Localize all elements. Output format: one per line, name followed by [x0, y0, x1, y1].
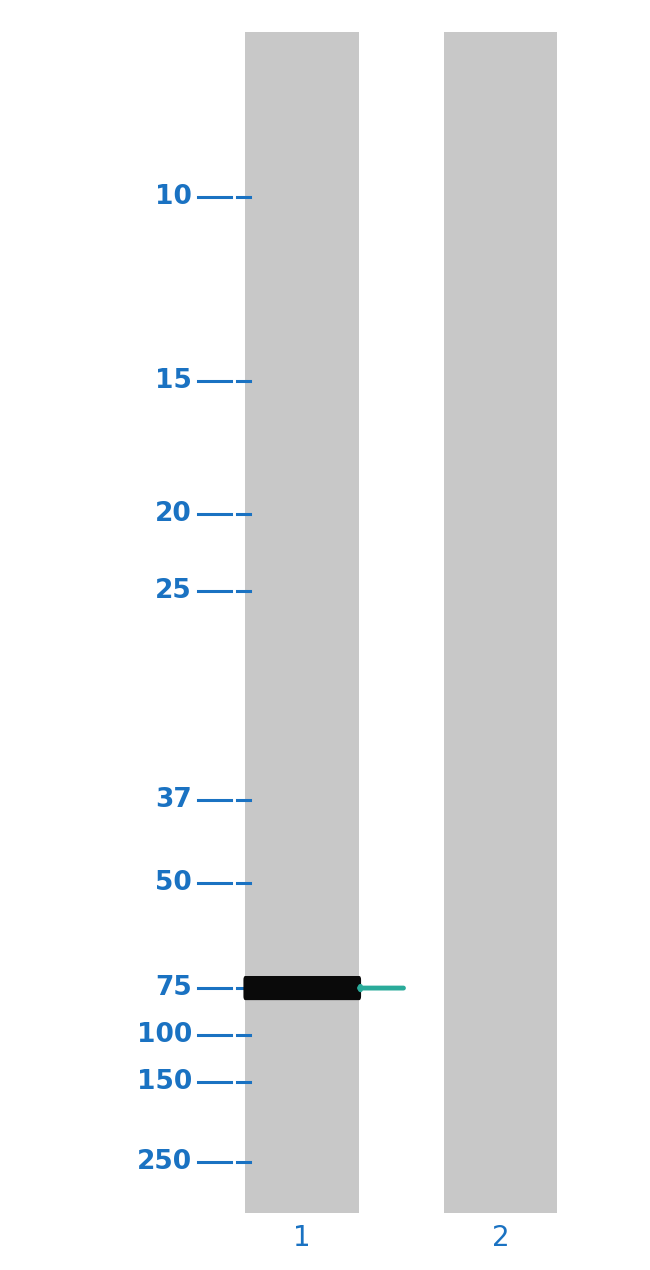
Text: 20: 20: [155, 502, 192, 527]
Text: 50: 50: [155, 870, 192, 895]
Bar: [246, 32, 359, 1213]
Text: 15: 15: [155, 368, 192, 394]
Text: 25: 25: [155, 578, 192, 603]
Bar: [443, 32, 558, 1213]
Text: 75: 75: [155, 975, 192, 1001]
Text: 150: 150: [136, 1069, 192, 1095]
Text: 100: 100: [136, 1022, 192, 1048]
Text: 2: 2: [491, 1224, 510, 1252]
Text: 10: 10: [155, 184, 192, 210]
FancyBboxPatch shape: [244, 975, 361, 1001]
Text: 37: 37: [155, 787, 192, 813]
Text: 1: 1: [293, 1224, 311, 1252]
Text: 250: 250: [136, 1149, 192, 1175]
